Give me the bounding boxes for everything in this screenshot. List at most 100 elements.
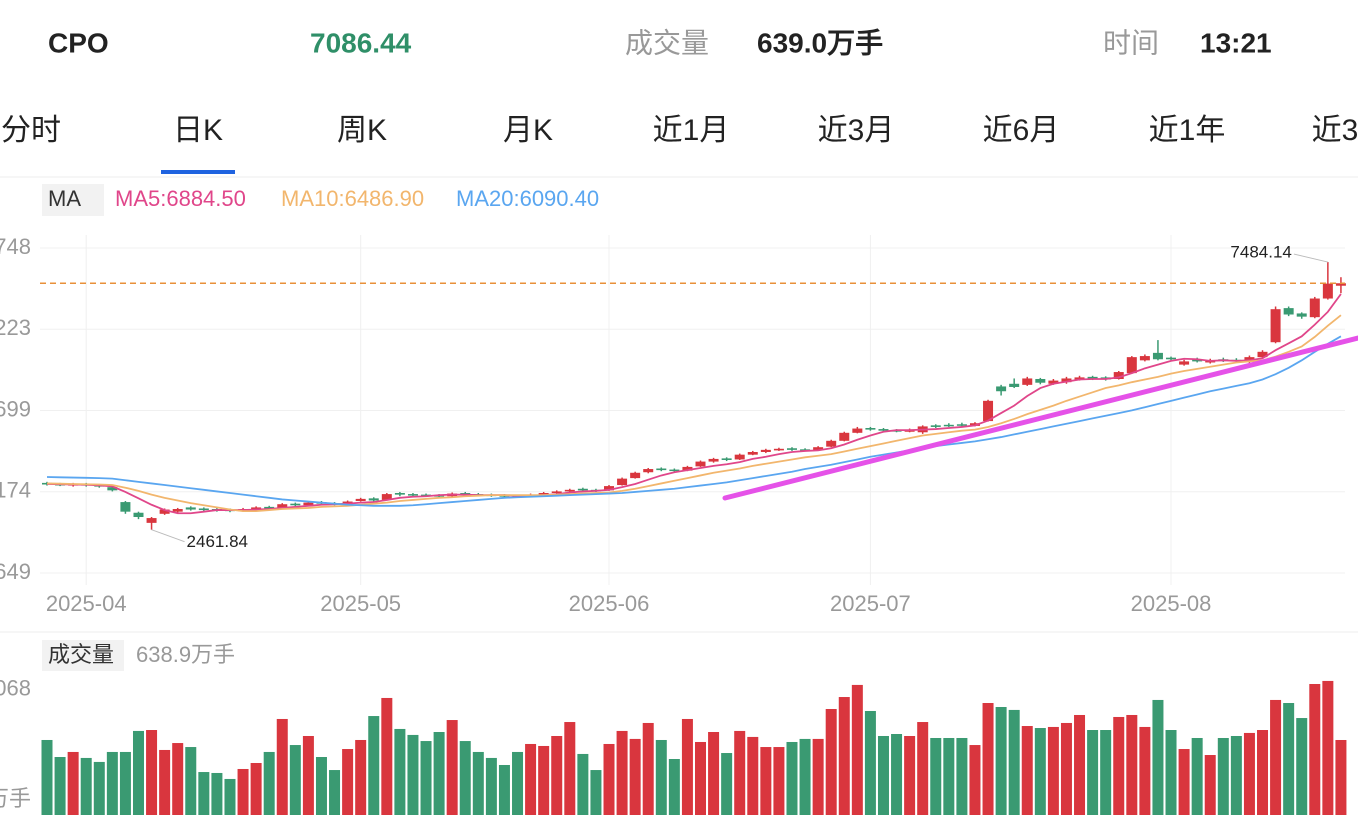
- candle-body: [1035, 378, 1046, 383]
- x-tick-label: 2025-04: [46, 591, 127, 616]
- volume-bar: [381, 697, 393, 815]
- vol-box: [42, 640, 124, 671]
- candle-body: [839, 432, 850, 441]
- tab[interactable]: 月K: [503, 114, 553, 147]
- volume-bar: [1335, 739, 1347, 815]
- volume-bar: [969, 745, 981, 815]
- candle-body: [1139, 356, 1150, 361]
- tab[interactable]: 分时: [1, 114, 61, 147]
- volume-bar: [106, 751, 118, 815]
- candle-body: [930, 425, 941, 427]
- volume-bar: [172, 743, 184, 815]
- volume-bar: [1074, 714, 1086, 815]
- volume-bar: [80, 757, 92, 815]
- ma-box: [42, 184, 104, 216]
- candle-body: [1074, 377, 1085, 380]
- volume-bar: [877, 735, 889, 815]
- volume-bar: [786, 741, 798, 815]
- tab[interactable]: 近1年: [1149, 114, 1226, 147]
- tab[interactable]: 近1月: [653, 114, 730, 147]
- volume-bar: [982, 703, 994, 815]
- candle-body: [878, 429, 889, 431]
- candle-body: [1061, 378, 1072, 383]
- candle-body: [760, 449, 771, 452]
- volume-bar: [1165, 730, 1177, 815]
- volume-bar: [119, 751, 131, 815]
- candle-body: [747, 451, 758, 455]
- candle-body: [1270, 309, 1281, 343]
- x-tick-label: 2025-07: [830, 591, 911, 616]
- volume-bar: [263, 751, 275, 815]
- volume-bar: [1322, 680, 1334, 815]
- volume-bar: [159, 749, 171, 815]
- x-tick-label: 2025-08: [1131, 591, 1212, 616]
- candle-body: [813, 447, 824, 451]
- volume-bar: [891, 734, 903, 815]
- volume-bar: [1243, 732, 1255, 815]
- volume-bar: [799, 738, 811, 815]
- candle-body: [956, 424, 967, 426]
- time-label: 时间: [1103, 27, 1159, 58]
- volume-bar: [1257, 730, 1269, 815]
- candle-body: [773, 448, 784, 451]
- volume-bar: [394, 728, 406, 815]
- candle-body: [107, 487, 118, 491]
- candle-body: [1179, 361, 1190, 365]
- volume-bar: [1152, 699, 1164, 815]
- candle-body: [1126, 357, 1137, 374]
- volume-bar: [146, 730, 158, 815]
- volume-bar: [956, 737, 968, 815]
- candle-body: [721, 458, 732, 460]
- volume-bar: [54, 757, 66, 815]
- volume-bar: [930, 737, 942, 815]
- tab[interactable]: 近3: [1312, 114, 1358, 147]
- annotation-leader: [1293, 253, 1328, 263]
- candle-body: [604, 486, 615, 491]
- volume-bar: [1060, 722, 1072, 815]
- y-tick-label: 6223: [0, 315, 31, 340]
- volume-bar: [355, 739, 367, 815]
- volume-bar: [812, 738, 824, 815]
- candle-body: [198, 508, 209, 511]
- candle-body: [1009, 383, 1020, 387]
- volume-bar: [407, 734, 419, 815]
- volume-bar: [1139, 726, 1151, 815]
- volume-bar: [825, 708, 837, 815]
- volume-bar: [67, 751, 79, 815]
- volume-bar: [302, 735, 314, 815]
- time: 13:21: [1200, 27, 1272, 58]
- ma-line: [46, 314, 1342, 513]
- tab[interactable]: 近3月: [818, 114, 895, 147]
- volume-bar: [851, 684, 863, 815]
- tab[interactable]: 周K: [337, 114, 387, 147]
- candle-body: [133, 512, 144, 518]
- tab[interactable]: 日K: [173, 114, 223, 147]
- volume-bar: [864, 710, 876, 815]
- price: 7086.44: [310, 27, 412, 58]
- tab-indicator: [161, 170, 235, 174]
- candle-body: [865, 428, 876, 430]
- candle-body: [1087, 376, 1098, 379]
- candle-body: [734, 454, 745, 460]
- volume-bar: [525, 743, 537, 815]
- x-tick-label: 2025-05: [320, 591, 401, 616]
- y-tick-label: 3174: [0, 478, 31, 503]
- volume-bar: [1087, 730, 1099, 815]
- volume-bar: [1008, 709, 1020, 815]
- volume-label: 成交量: [625, 27, 709, 58]
- candle-body: [290, 503, 301, 506]
- volume-bar: [695, 741, 706, 815]
- ma-line: [46, 293, 1342, 515]
- legend-item: MA5:6884.50: [115, 186, 246, 211]
- vol-title: 成交量: [48, 642, 114, 667]
- tab[interactable]: 近6月: [983, 114, 1060, 147]
- candle-body: [708, 458, 719, 462]
- volume-bar: [198, 772, 210, 815]
- volume-bar: [668, 759, 680, 815]
- candle-body: [786, 448, 797, 450]
- low-label: 2461.84: [187, 532, 248, 551]
- volume-bar: [1126, 714, 1138, 815]
- candle-body: [368, 498, 379, 501]
- candle-body: [577, 488, 588, 491]
